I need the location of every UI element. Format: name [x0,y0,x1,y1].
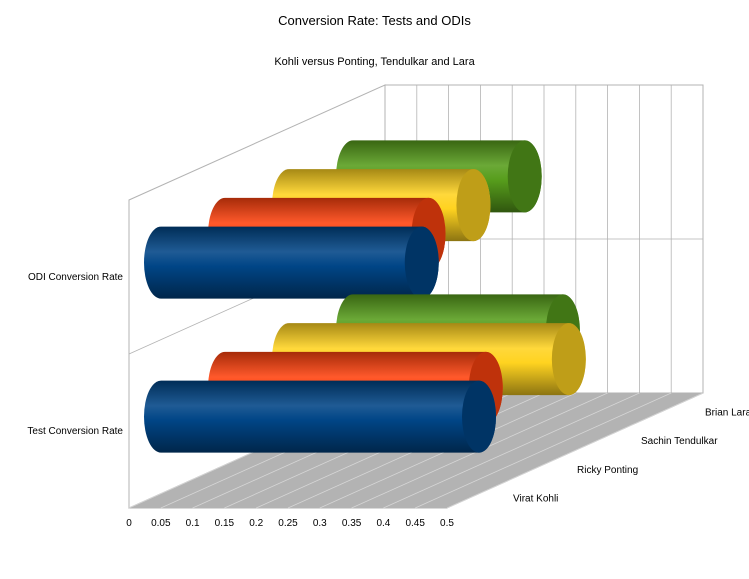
bar-body [144,380,496,453]
x-tick-label: 0.3 [313,518,327,529]
bar-end-cap [551,323,586,396]
bar-virat-kohli-test-conversion-rate [144,380,496,453]
x-tick-label: 0.4 [376,518,390,529]
depth-label: Virat Kohli [513,494,558,505]
x-tick-label: 0.5 [440,518,454,529]
x-tick-label: 0.25 [278,518,298,529]
bar-end-cap [462,380,496,453]
depth-label: Brian Lara [705,407,749,418]
bar-end-cap [456,169,491,242]
x-tick-label: 0.15 [215,518,235,529]
x-tick-label: 0.05 [151,518,171,529]
bar-virat-kohli-odi-conversion-rate [144,226,439,299]
x-tick-label: 0 [126,518,132,529]
bar-body [144,226,439,299]
category-label: Test Conversion Rate [27,426,123,437]
floor-grid-line [415,392,672,509]
x-tick-label: 0.45 [405,518,425,529]
floor-grid-line [446,392,704,509]
x-tick-label: 0.1 [186,518,200,529]
depth-label: Sachin Tendulkar [641,436,718,447]
category-label: ODI Conversion Rate [28,272,123,283]
x-tick-label: 0.2 [249,518,263,529]
chart-title: Conversion Rate: Tests and ODIs [278,13,471,28]
bar-end-cap [404,226,439,299]
chart-subtitle: Kohli versus Ponting, Tendulkar and Lara [274,56,475,68]
floor-grid-line [383,392,640,509]
x-tick-label: 0.35 [342,518,362,529]
depth-label: Ricky Ponting [577,465,638,476]
bar-end-cap [507,140,542,213]
